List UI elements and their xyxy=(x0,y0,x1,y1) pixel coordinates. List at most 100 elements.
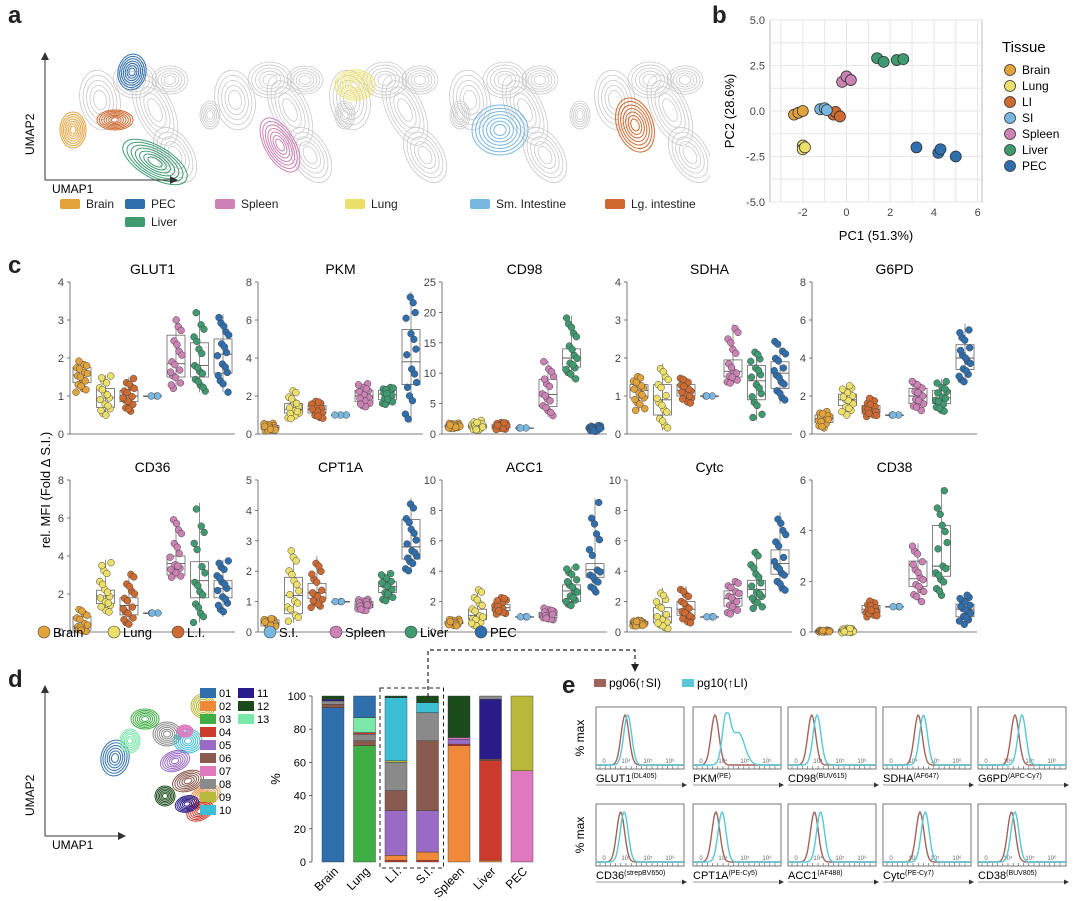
data-point xyxy=(83,369,92,378)
cluster-contour-05 xyxy=(162,751,188,771)
umap-contour-grey xyxy=(597,74,633,126)
umap-d-y-label: UMAP2 xyxy=(23,774,37,816)
hist-tick-label: 0 xyxy=(699,856,703,862)
cluster-contour-11 xyxy=(178,797,196,811)
data-point xyxy=(409,299,417,307)
pca-point-brain xyxy=(796,105,809,117)
data-point xyxy=(83,362,91,370)
legend-label: Brain xyxy=(86,197,115,211)
data-point xyxy=(194,582,202,590)
data-point xyxy=(198,563,206,571)
y-tick-label: 4 xyxy=(58,551,64,563)
cluster-contour-11 xyxy=(181,800,193,808)
bar-segment-04 xyxy=(416,860,439,863)
hist-tick-label: 0 xyxy=(984,856,988,862)
bar-category-label: PEC xyxy=(503,864,531,892)
data-point xyxy=(294,613,302,622)
hist-marker-label: ACC1(AF488) xyxy=(788,870,843,882)
bar-segment-05 xyxy=(447,738,471,745)
legend-label: Liver xyxy=(420,625,449,640)
cluster-label: 09 xyxy=(219,792,231,804)
pca-point-pec xyxy=(949,150,962,163)
data-point xyxy=(125,620,133,628)
data-point xyxy=(630,385,638,393)
x-tick-label: 0 xyxy=(843,207,849,219)
data-point xyxy=(478,601,486,610)
umap-contour-highlight xyxy=(143,153,167,171)
hist-frame xyxy=(595,706,685,770)
cluster-label: 08 xyxy=(219,779,231,791)
umap-contour-grey xyxy=(163,75,177,85)
data-point xyxy=(567,370,575,378)
data-point xyxy=(104,402,112,410)
hist-tick-label: 10⁴ xyxy=(813,758,823,765)
data-point xyxy=(839,393,847,401)
y-tick-label: 0 xyxy=(430,429,436,441)
data-point xyxy=(403,540,411,548)
data-point xyxy=(200,325,208,333)
pca-legend-label: Spleen xyxy=(1022,127,1059,141)
umap-contour-grey xyxy=(452,74,488,126)
y-tick-label: -2.5 xyxy=(746,152,765,164)
data-point xyxy=(686,399,694,407)
hist-x-arrowhead xyxy=(874,782,879,788)
data-point xyxy=(934,545,942,553)
bar-segment-07 xyxy=(510,770,534,863)
umap-contour-grey xyxy=(152,127,198,183)
umap-contour-grey xyxy=(160,136,190,174)
data-point xyxy=(754,351,762,359)
data-point xyxy=(172,519,181,528)
data-point xyxy=(77,382,85,390)
boxplot-sdha: SDHA 0 1 2 3 4 xyxy=(615,261,792,441)
data-point xyxy=(105,608,113,616)
cluster-swatch-02 xyxy=(200,701,216,711)
data-point xyxy=(293,407,301,416)
umap-contour-grey xyxy=(116,64,154,96)
data-point xyxy=(935,571,943,579)
umap-contour-highlight xyxy=(334,69,376,101)
data-point xyxy=(103,391,111,399)
x-tick-label: 4 xyxy=(931,207,937,219)
legend-item-lung: Lung xyxy=(345,197,398,211)
data-point xyxy=(956,594,964,603)
cluster-contour-07 xyxy=(181,728,189,734)
umap-contour-highlight xyxy=(121,58,143,86)
umap-contour-grey xyxy=(658,92,682,128)
hist-tick-label: 10⁴ xyxy=(1003,758,1013,765)
umap-contour-highlight xyxy=(620,104,650,146)
umap-contour-grey xyxy=(533,75,547,85)
hist-tick-label: 10⁶ xyxy=(952,855,962,862)
y-tick-label: 4 xyxy=(246,505,252,517)
cluster-contour-07 xyxy=(180,727,190,735)
stacked-y-label: % xyxy=(268,773,283,785)
hist-marker-label: SDHA(AF647) xyxy=(883,773,939,785)
hist-tick-label: 10⁵ xyxy=(930,855,940,862)
data-point xyxy=(130,384,138,393)
hist-frame xyxy=(595,803,685,867)
y-tick-label: 100 xyxy=(288,691,306,703)
cluster-swatch-08 xyxy=(200,779,216,789)
data-point xyxy=(337,597,346,606)
cluster-contour-12 xyxy=(156,787,174,805)
data-point xyxy=(295,587,303,595)
cluster-contour-08 xyxy=(160,728,174,740)
bar-segment-05 xyxy=(416,810,439,853)
data-point xyxy=(658,401,666,409)
y-tick-label: -5.0 xyxy=(746,197,765,209)
umap-contour-grey xyxy=(334,100,356,130)
boxplot-title: CD36 xyxy=(135,459,171,475)
data-point xyxy=(292,388,300,397)
data-point xyxy=(748,582,756,590)
umap-contour-grey xyxy=(86,79,114,121)
data-point xyxy=(452,622,461,630)
data-point xyxy=(120,615,128,624)
data-point xyxy=(315,398,323,406)
cluster-contour-12 xyxy=(157,788,173,804)
data-point xyxy=(494,607,503,615)
data-point xyxy=(286,605,295,613)
boxplot-title: SDHA xyxy=(690,261,730,277)
legend-label: Sm. Intestine xyxy=(496,197,567,211)
data-point xyxy=(753,401,761,410)
data-point xyxy=(754,552,762,560)
li-si-highlight-box xyxy=(379,687,444,869)
